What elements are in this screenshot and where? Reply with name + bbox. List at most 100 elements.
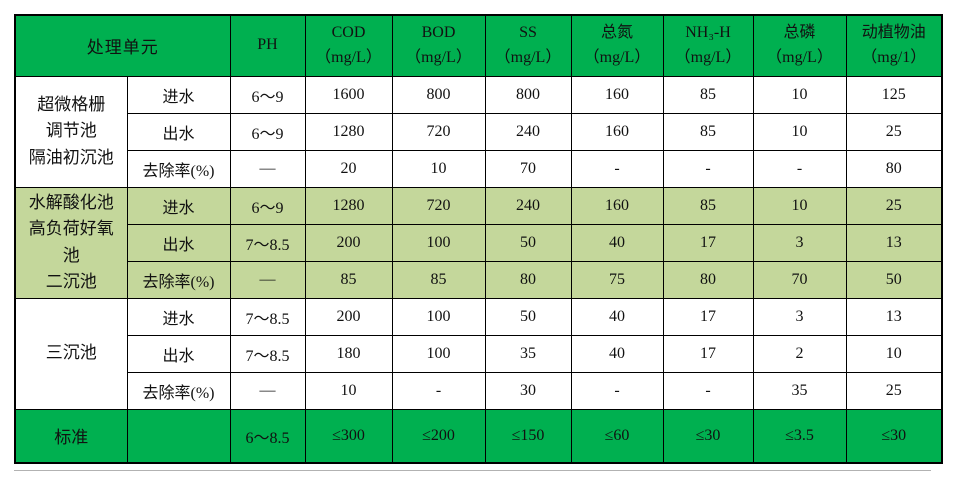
cell: 75	[570, 260, 664, 299]
cell: 25	[845, 186, 943, 225]
header-total-phosphorus: 总磷 （mg/L）	[752, 14, 847, 77]
cell: 240	[484, 186, 572, 225]
group3-outflow-label: 出水	[126, 334, 231, 373]
cell: ≤300	[304, 408, 393, 464]
header-bod-line1: BOD	[421, 23, 456, 41]
cell: 720	[391, 186, 486, 225]
group2-inflow-label: 进水	[126, 186, 231, 225]
cell: —	[229, 371, 306, 410]
cell: 160	[570, 75, 664, 114]
cell: 85	[662, 186, 754, 225]
cell: -	[752, 149, 847, 188]
cell: 7～8.5	[229, 297, 306, 336]
cell: 1280	[304, 186, 393, 225]
table-row: 去除率(%) — 20 10 70 - - - 80	[15, 149, 943, 188]
cell: 70	[484, 149, 572, 188]
cell: 3	[752, 223, 847, 262]
header-ss-line1: SS	[519, 23, 537, 41]
group3-name: 三沉池	[14, 297, 128, 410]
cell: 2	[752, 334, 847, 373]
header-tn-line2: （mg/L）	[583, 48, 651, 66]
header-oil-line1: 动植物油	[861, 23, 926, 41]
standard-empty-cell	[126, 408, 231, 464]
cell: 10	[391, 149, 486, 188]
table-row: 水解酸化池 高负荷好氧池 二沉池 进水 6～9 1280 720 240 160…	[14, 186, 943, 299]
header-cod-line2: （mg/L）	[315, 48, 382, 66]
cell: 17	[662, 223, 754, 262]
cell: 80	[845, 149, 943, 188]
cell: -	[570, 149, 664, 188]
cell: ≤30	[662, 408, 754, 464]
group3-removal-label: 去除率(%)	[126, 371, 231, 410]
table-row: 超微格栅 调节池 隔油初沉池 进水 6～9 1600 800 800 160 8…	[14, 75, 943, 188]
cell: 17	[662, 297, 754, 336]
cell: 80	[484, 260, 572, 299]
cell: 7～8.5	[229, 223, 306, 262]
cell: 160	[570, 112, 664, 151]
cell: 40	[570, 334, 664, 373]
cell: 180	[304, 334, 393, 373]
cell: 10	[304, 371, 393, 410]
cell: 200	[304, 223, 393, 262]
cell: -	[662, 149, 754, 188]
cell: 800	[391, 75, 486, 114]
cell: 1600	[304, 75, 393, 114]
header-oil-line2: （mg/1）	[861, 48, 927, 66]
cell: 13	[845, 297, 943, 336]
cell: 85	[304, 260, 393, 299]
cell: 20	[304, 149, 393, 188]
group1-inflow-label: 进水	[126, 75, 231, 114]
cell: 6～9	[229, 75, 306, 114]
group2-outflow-label: 出水	[126, 223, 231, 262]
cell: ≤60	[570, 408, 664, 464]
cell: 100	[391, 334, 486, 373]
cell: 50	[845, 260, 943, 299]
group2-removal-label: 去除率(%)	[126, 260, 231, 299]
cell: 25	[845, 112, 943, 151]
header-total-nitrogen: 总氮 （mg/L）	[570, 14, 664, 77]
cell: —	[229, 260, 306, 299]
cell: 100	[391, 297, 486, 336]
cell: 80	[662, 260, 754, 299]
standard-label: 标准	[14, 408, 128, 464]
cell: 10	[752, 112, 847, 151]
cell: -	[570, 371, 664, 410]
group1-removal-label: 去除率(%)	[126, 149, 231, 188]
table-row: 三沉池 进水 7～8.5 200 100 50 40 17 3 13	[14, 297, 943, 410]
cell: 10	[752, 186, 847, 225]
page-edge-line	[14, 470, 931, 471]
treatment-results-table: 处理单元 PH COD （mg/L） BOD （mg/L） SS （mg/L） 总氮 （…	[14, 14, 943, 464]
cell: 1280	[304, 112, 393, 151]
cell: ≤3.5	[752, 408, 847, 464]
header-nh3-line1: NH₃-H	[685, 23, 731, 41]
header-row: 处理单元 PH COD （mg/L） BOD （mg/L） SS （mg/L） 总氮 （…	[14, 14, 943, 77]
cell: 800	[484, 75, 572, 114]
cell: 125	[845, 75, 943, 114]
header-ammonia: NH₃-H （mg/L）	[662, 14, 754, 77]
cell: 85	[662, 75, 754, 114]
header-nh3-line2: （mg/L）	[674, 48, 742, 66]
cell: 40	[570, 223, 664, 262]
group2-name: 水解酸化池 高负荷好氧池 二沉池	[14, 186, 128, 299]
cell: 240	[484, 112, 572, 151]
table-row: 出水 7～8.5 180 100 35 40 17 2 10	[15, 334, 943, 373]
group1-outflow-label: 出水	[126, 112, 231, 151]
cell: -	[662, 371, 754, 410]
header-ph: PH	[229, 14, 306, 77]
table-row: 出水 6～9 1280 720 240 160 85 10 25	[15, 112, 943, 151]
table-row: 出水 7～8.5 200 100 50 40 17 3 13	[15, 223, 943, 262]
cell: 50	[484, 297, 572, 336]
cell: 35	[484, 334, 572, 373]
cell: 13	[845, 223, 943, 262]
header-tp-line2: （mg/L）	[766, 48, 833, 66]
cell: 6～9	[229, 112, 306, 151]
cell: 10	[845, 334, 943, 373]
cell: 10	[752, 75, 847, 114]
cell: ≤200	[391, 408, 486, 464]
table-row: 去除率(%) — 10 - 30 - - 35 25	[15, 371, 943, 410]
cell: 40	[570, 297, 664, 336]
cell: 7～8.5	[229, 334, 306, 373]
header-bod-line2: （mg/L）	[405, 48, 472, 66]
header-ss: SS （mg/L）	[484, 14, 572, 77]
cell: 85	[391, 260, 486, 299]
